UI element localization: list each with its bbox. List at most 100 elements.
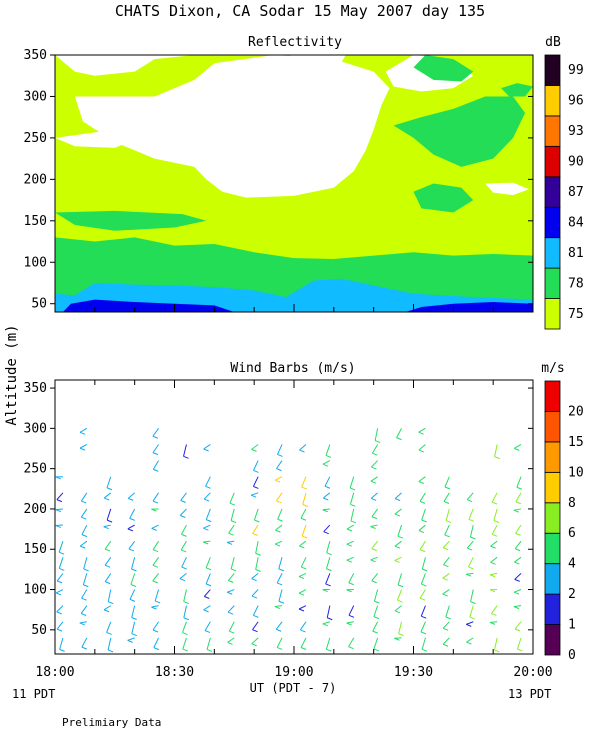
wind-barb-shaft <box>300 637 307 648</box>
colorbar-swatch <box>544 502 561 534</box>
wind-barb-shaft <box>489 572 498 576</box>
wind-barb <box>467 557 474 570</box>
wind-barb-shaft <box>300 508 307 519</box>
wind-barb-shaft <box>152 492 159 502</box>
wind-barb-flag <box>108 601 114 605</box>
wind-barb-shaft <box>127 492 135 499</box>
ytick-label: 250 <box>24 462 47 477</box>
wind-barb <box>251 444 259 452</box>
wind-barb <box>371 573 379 584</box>
wind-barb-shaft <box>203 605 211 611</box>
wind-barb-flag <box>79 431 86 435</box>
refl-patch-78 <box>55 210 207 231</box>
wind-barb <box>515 524 522 536</box>
wind-barb-flag <box>326 552 332 556</box>
wind-barb <box>181 621 188 636</box>
reflectivity-title: Reflectivity <box>248 35 342 50</box>
ytick-label: 150 <box>24 542 47 557</box>
wind-barb-shaft <box>153 637 160 648</box>
wind-barb-flag <box>346 528 353 532</box>
ytick-label: 300 <box>24 421 47 436</box>
wind-barb-flag <box>59 648 65 652</box>
wind-barb-flag <box>421 519 427 523</box>
wind-barb <box>129 508 136 521</box>
wind-barb-flag <box>373 648 380 652</box>
wind-barb-shaft <box>106 621 112 633</box>
wind-barb-flag <box>444 486 451 490</box>
wind-barb-shaft <box>442 637 450 645</box>
windbarb-xaxis: 18:00 18:30 19:00 19:30 20:00 <box>35 380 553 680</box>
wind-barb-shaft <box>443 492 450 502</box>
wind-barb <box>394 492 402 502</box>
wind-barb-shaft <box>373 605 379 617</box>
wind-barb-flag <box>466 547 473 551</box>
wind-barb-shaft <box>129 589 136 600</box>
wind-barb-flag <box>56 580 63 584</box>
wind-barb-shaft <box>252 476 259 487</box>
wind-barb-shaft <box>274 540 283 545</box>
wind-barb-flag <box>490 561 496 565</box>
wind-barb <box>442 621 450 631</box>
wind-barb <box>107 637 114 653</box>
wind-barb-flag <box>253 485 259 489</box>
wind-barb <box>131 557 137 572</box>
wind-barb <box>325 573 331 587</box>
wind-barb <box>79 540 88 549</box>
wind-barb <box>81 524 88 538</box>
wind-barb-shaft <box>421 637 426 650</box>
wind-barb-flag <box>204 596 210 599</box>
wind-barb-shaft <box>373 589 379 602</box>
wind-barb-flag <box>374 440 381 444</box>
wind-barb <box>513 444 522 451</box>
wind-barb-shaft <box>514 621 522 630</box>
wind-barb-shaft <box>227 605 235 613</box>
wind-barb-shaft <box>275 621 283 630</box>
wind-barb-flag <box>325 454 332 458</box>
wind-barb <box>183 605 190 621</box>
wind-barb <box>128 540 136 552</box>
refl-band-84 <box>62 299 235 312</box>
wind-barb <box>516 476 523 490</box>
wind-barb <box>326 605 333 621</box>
wind-barb-flag <box>104 548 111 552</box>
wind-barb-flag <box>251 578 257 582</box>
wind-barb-flag <box>394 498 401 502</box>
wind-barb-flag <box>253 614 259 618</box>
wind-barb-shaft <box>228 621 235 632</box>
wind-barb-flag <box>373 616 380 620</box>
wind-barb-flag <box>443 501 450 504</box>
wind-barb-flag <box>104 497 110 501</box>
wind-barb <box>300 637 307 650</box>
colorbar-swatch <box>544 145 561 178</box>
wind-barb-shaft <box>227 637 235 643</box>
wind-barb-flag <box>153 647 160 651</box>
refl-nodata-area <box>74 55 390 198</box>
wind-barb <box>251 589 259 599</box>
wind-barb-shaft <box>181 557 187 568</box>
wind-barb-flag <box>370 559 376 563</box>
wind-barb <box>396 428 402 441</box>
wind-barb-flag <box>465 573 472 577</box>
wind-barb-shaft <box>349 476 355 489</box>
wind-barb <box>346 556 354 563</box>
windbarb-colorbar-title: m/s <box>541 361 564 376</box>
wind-barb <box>468 508 475 522</box>
wind-barb <box>80 605 88 616</box>
wind-barb <box>514 621 522 632</box>
wind-barb <box>205 557 212 571</box>
colorbar-swatch <box>544 532 561 565</box>
wind-barb <box>129 589 136 602</box>
wind-barb <box>127 524 135 532</box>
wind-barb-flag <box>371 548 377 552</box>
colorbar-label: 75 <box>568 307 584 322</box>
wind-barb-shaft <box>227 540 235 543</box>
wind-barb-flag <box>490 545 496 549</box>
wind-barb <box>348 637 355 650</box>
wind-barb-shaft <box>127 637 135 641</box>
colorbar-label: 96 <box>568 94 584 109</box>
wind-barb-flag <box>81 500 87 504</box>
wind-barb-shaft <box>370 524 378 527</box>
wind-barb <box>55 508 64 513</box>
colorbar-swatch <box>544 441 561 473</box>
